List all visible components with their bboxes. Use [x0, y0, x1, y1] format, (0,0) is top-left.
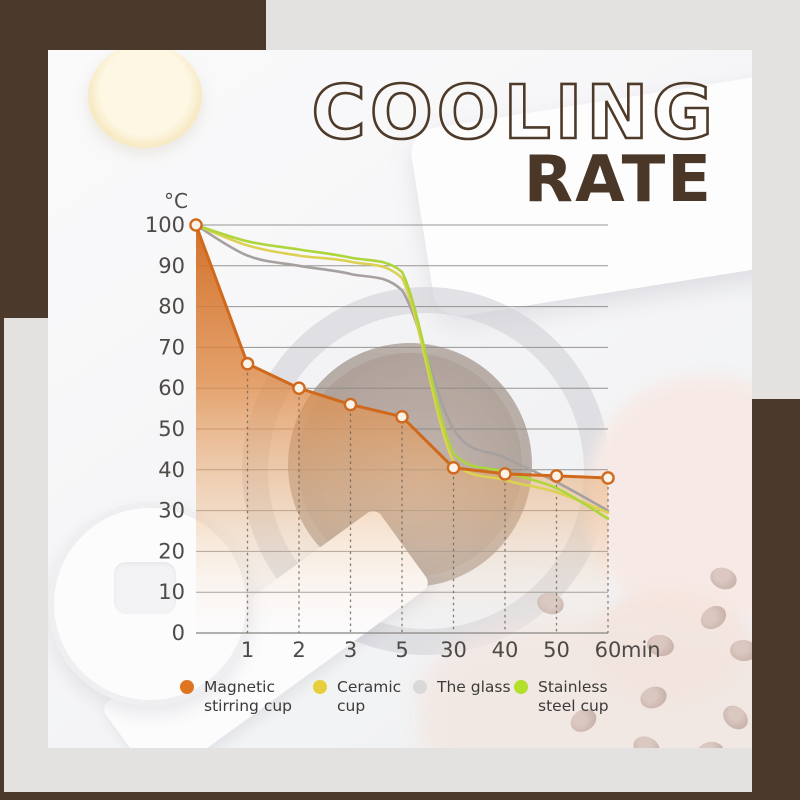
- title: COOLING RATE: [310, 69, 717, 212]
- title-rate: RATE: [524, 143, 713, 212]
- cup-lid-handle: [114, 562, 176, 614]
- edge-strip-bottom: [0, 792, 800, 800]
- lemon-slice: [88, 50, 202, 148]
- corner-block-right: [752, 399, 800, 800]
- edge-strip-left: [0, 318, 4, 800]
- title-cooling: COOLING: [312, 70, 717, 156]
- corner-block-left: [0, 0, 48, 318]
